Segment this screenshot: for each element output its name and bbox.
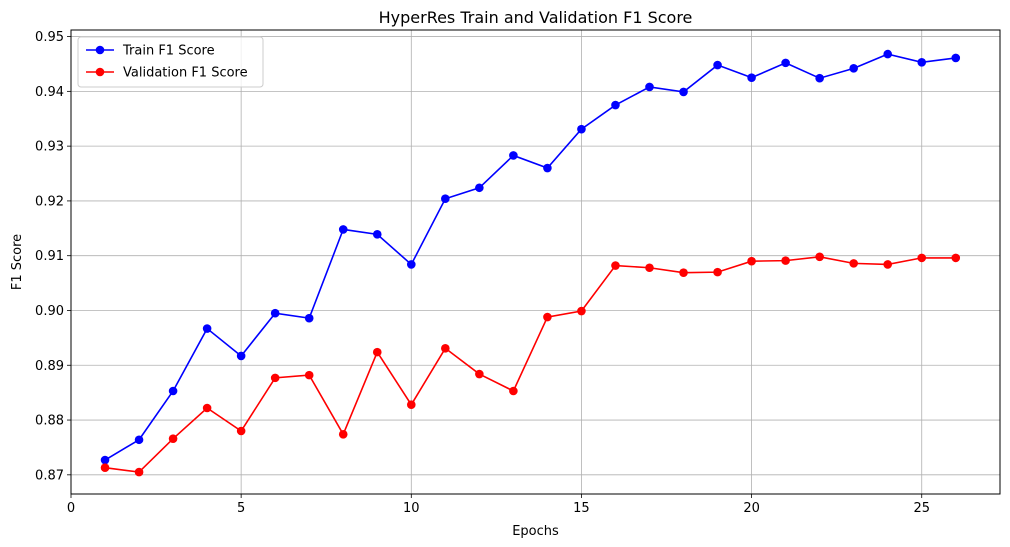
legend: Train F1 Score Validation F1 Score — [77, 36, 264, 88]
y-tick-label: 0.92 — [35, 194, 64, 209]
data-point — [543, 312, 552, 322]
x-tick-label: 15 — [573, 501, 590, 516]
data-point — [917, 253, 927, 263]
data-point — [679, 87, 688, 97]
series-validation — [100, 252, 961, 477]
data-point — [270, 308, 280, 318]
data-point — [883, 49, 893, 59]
data-point — [747, 256, 756, 266]
data-point — [236, 351, 246, 361]
x-tick-label: 25 — [913, 501, 930, 516]
y-tick-label: 0.90 — [35, 304, 64, 319]
data-point — [849, 259, 858, 268]
data-point — [372, 230, 382, 239]
x-tick-label: 20 — [743, 501, 760, 516]
data-point — [747, 73, 756, 82]
x-axis-label: Epochs — [512, 524, 559, 539]
data-point — [577, 124, 586, 134]
data-point — [815, 73, 824, 83]
grid — [70, 30, 1000, 494]
data-point — [883, 260, 893, 269]
data-point — [338, 225, 348, 234]
data-point — [781, 58, 790, 68]
data-point — [713, 267, 722, 277]
data-point — [441, 194, 450, 204]
data-point — [509, 151, 518, 160]
data-point — [202, 403, 212, 413]
data-point — [372, 347, 382, 357]
data-point — [202, 324, 212, 333]
data-point — [304, 313, 314, 323]
data-point — [236, 426, 246, 436]
series-train — [100, 49, 961, 465]
legend-marker — [95, 45, 105, 55]
y-tick-label: 0.89 — [35, 359, 64, 374]
legend-label: Validation F1 Score — [123, 66, 248, 81]
data-point — [543, 163, 552, 173]
y-tick-label: 0.95 — [35, 30, 64, 45]
data-point — [849, 64, 858, 73]
y-tick-label: 0.94 — [35, 85, 64, 100]
data-point — [475, 183, 484, 193]
data-point — [100, 463, 110, 473]
x-tick-label: 10 — [403, 501, 420, 516]
series-layer — [100, 49, 961, 477]
data-point — [951, 53, 961, 63]
data-point — [509, 386, 518, 396]
x-tick-label: 5 — [237, 501, 245, 516]
x-tick-label: 0 — [67, 501, 75, 516]
data-point — [406, 260, 416, 269]
data-point — [713, 60, 722, 70]
y-axis-label: F1 Score — [10, 234, 25, 290]
data-point — [781, 256, 790, 265]
data-point — [168, 386, 178, 396]
data-point — [441, 343, 450, 353]
data-point — [168, 434, 178, 443]
data-point — [679, 268, 688, 277]
data-point — [611, 261, 620, 270]
y-tick-label: 0.87 — [35, 468, 64, 483]
legend-item: Train F1 Score — [86, 44, 215, 59]
data-point — [645, 263, 654, 273]
data-point — [815, 252, 824, 262]
series-line — [104, 255, 956, 473]
chart-title: HyperRes Train and Validation F1 Score — [379, 8, 693, 27]
data-point — [338, 429, 348, 439]
data-point — [951, 253, 961, 263]
data-point — [611, 100, 620, 110]
y-tick-label: 0.93 — [35, 140, 64, 155]
data-point — [577, 306, 586, 316]
legend-label: Train F1 Score — [122, 44, 215, 59]
data-point — [100, 455, 110, 465]
data-point — [270, 373, 280, 383]
data-point — [406, 400, 416, 410]
data-point — [134, 467, 144, 477]
data-point — [645, 82, 654, 92]
y-tick-label: 0.88 — [35, 414, 64, 429]
ticks: 0 5 10 15 20 25 0.87 0.88 0.89 0.90 0.91 0.92 0.93 0.… — [35, 30, 930, 516]
y-tick-label: 0.91 — [35, 249, 64, 264]
legend-marker — [95, 67, 105, 77]
legend-item: Validation F1 Score — [86, 66, 248, 81]
legend-box — [77, 36, 264, 88]
series-line — [104, 53, 956, 461]
data-point — [304, 370, 314, 380]
data-point — [917, 58, 927, 67]
plot-frame — [70, 29, 1001, 495]
data-point — [134, 435, 144, 445]
data-point — [475, 369, 484, 379]
